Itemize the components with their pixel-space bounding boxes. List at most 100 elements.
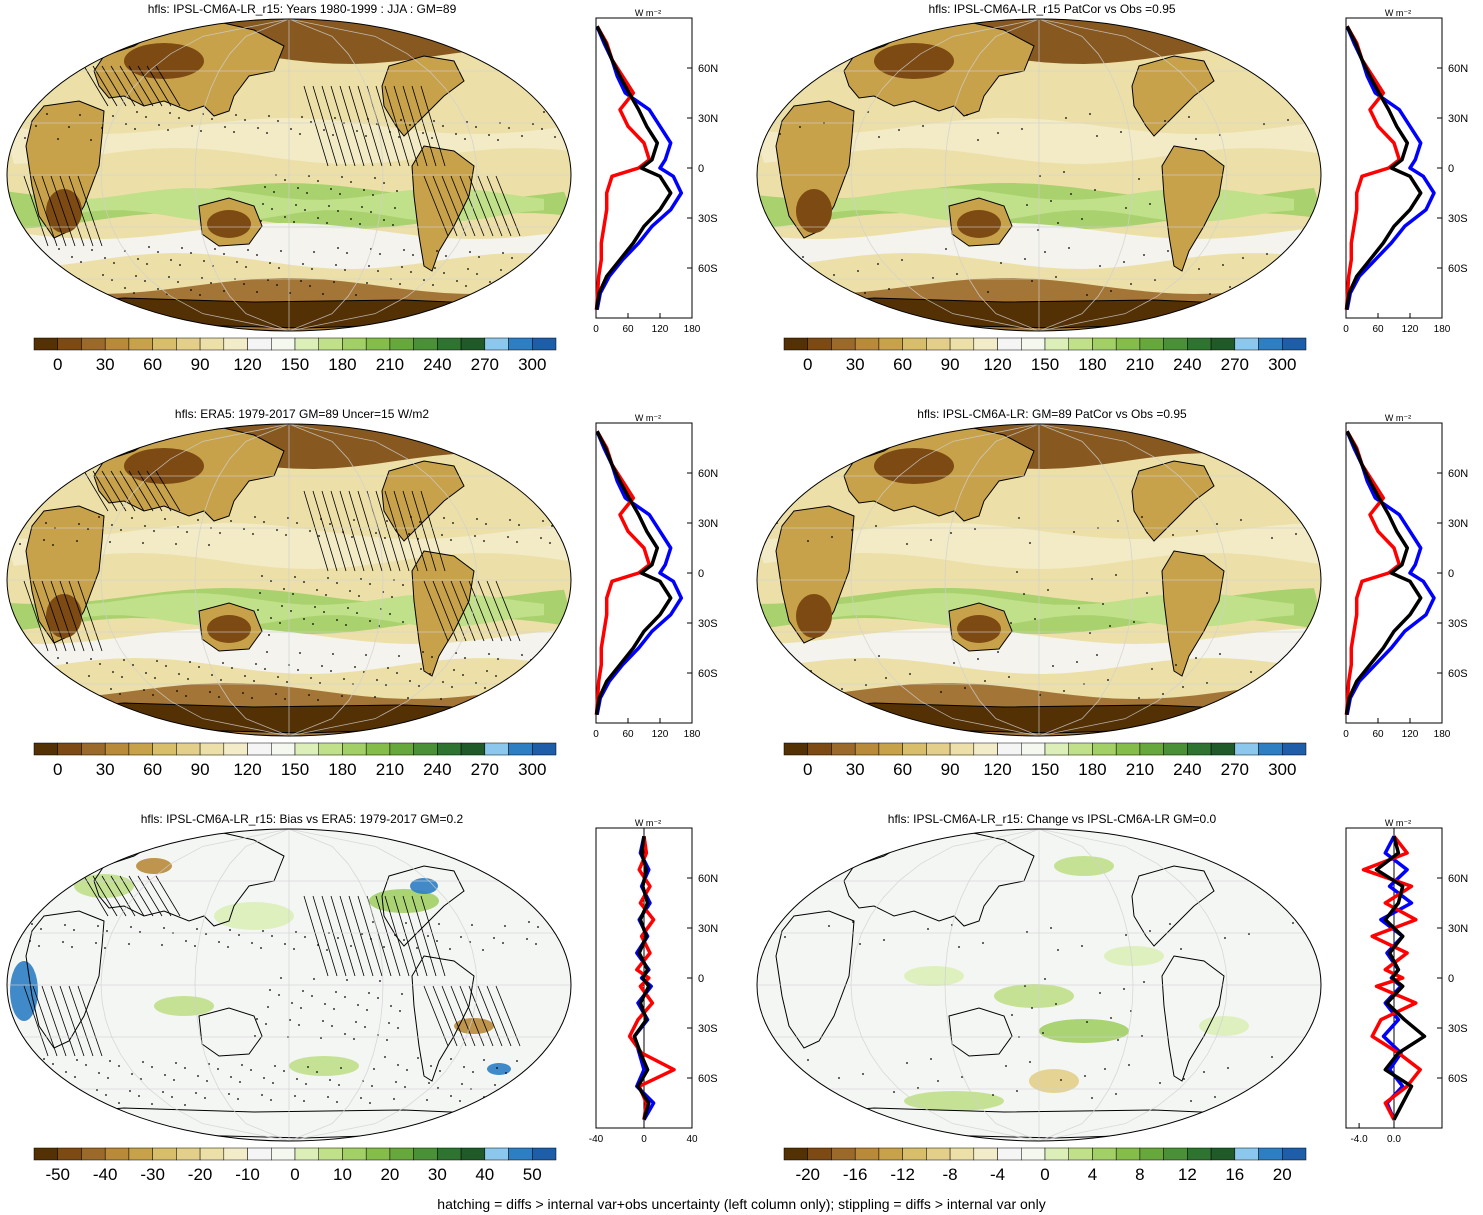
hatch-line — [155, 65, 181, 107]
stipple-dot — [466, 121, 468, 123]
stipple-dot — [311, 995, 313, 997]
colorbar-swatch — [294, 1147, 319, 1161]
colorbar-swatch — [223, 1147, 248, 1161]
stipple-dot — [1190, 1100, 1192, 1102]
desert-region — [124, 43, 204, 79]
lat-tick-label: 60N — [1448, 468, 1468, 480]
stipple-dot — [187, 678, 189, 680]
colorbar-swatch — [997, 742, 1022, 756]
map — [756, 18, 1322, 332]
stipple-dot — [1096, 654, 1098, 656]
stipple-dot — [1037, 229, 1039, 231]
hatch-line — [32, 985, 58, 1057]
lat-tick-label: 30S — [698, 1023, 718, 1035]
stipple-dot — [25, 284, 27, 286]
colorbar-swatch — [902, 1147, 927, 1161]
stipple-dot — [565, 124, 567, 126]
coastline — [93, 831, 285, 927]
land-mass — [1161, 145, 1225, 272]
stipple-dot — [125, 123, 127, 125]
stipple-dot — [498, 286, 500, 288]
colorbar-swatch — [1258, 337, 1283, 351]
stipple-dot — [519, 671, 521, 673]
stipple-dot — [181, 247, 183, 249]
stipple-dot — [85, 1101, 87, 1103]
stipple-dot — [1214, 1096, 1216, 1098]
stipple-dot — [494, 1084, 496, 1086]
stipple-dot — [420, 668, 422, 670]
stipple-dot — [537, 926, 539, 928]
stipple-dot — [451, 686, 453, 688]
stipple-dot — [507, 536, 509, 538]
land-mass — [1161, 550, 1225, 677]
profile-line — [1374, 835, 1427, 1121]
colorbar-swatch — [1163, 742, 1188, 756]
hatch-line — [303, 85, 329, 167]
stipple-dot — [1086, 1021, 1088, 1023]
stipple-dot — [307, 1066, 309, 1068]
stipple-dot — [344, 269, 346, 271]
colorbar-swatch — [1139, 1147, 1164, 1161]
graticule — [7, 424, 571, 736]
colorbar: -20 -16 -12 -8 -4 0 4 8 12 16 20 — [783, 1147, 1307, 1184]
stipple-dot — [164, 518, 166, 520]
colorbar-label: 300 — [1268, 355, 1296, 374]
meridian — [288, 424, 384, 736]
desert-region — [46, 189, 82, 233]
colorbar-swatch — [57, 337, 82, 351]
stipple-dot — [901, 259, 903, 261]
x-tick-label: 180 — [1434, 729, 1451, 740]
stipple-dot — [305, 1083, 307, 1085]
stipple-dot — [329, 1079, 331, 1081]
stipple-dot — [296, 522, 298, 524]
lat-tick-label: 60S — [698, 263, 718, 275]
zonal-mean-profile: W m⁻² 60N 30N 0 30S 60S 0 60 120 180 — [1343, 413, 1468, 740]
stipple-dot — [370, 211, 372, 213]
profile-line — [595, 25, 684, 311]
stipple-dot — [270, 617, 272, 619]
stipple-dot — [222, 662, 224, 664]
stipple-dot — [1295, 533, 1297, 535]
colorbar-swatch — [1187, 1147, 1212, 1161]
map-title: hfls: ERA5: 1979-2017 GM=89 Uncer=15 W/m… — [174, 407, 430, 421]
stipple-dot — [266, 132, 268, 134]
stipple-dot — [300, 280, 302, 282]
stipple-dot — [379, 253, 381, 255]
stipple-dot — [344, 1033, 346, 1035]
hatch-line — [303, 490, 329, 572]
stipple-dot — [469, 251, 471, 253]
colorbar-swatch — [294, 337, 319, 351]
stipple-dot — [142, 542, 144, 544]
stipple-dot — [107, 1077, 109, 1079]
colorbar-label: 240 — [1173, 760, 1201, 779]
stipple-dot — [361, 933, 363, 935]
stipple-dot — [359, 223, 361, 225]
colorbar-swatch — [271, 1147, 296, 1161]
hatch-line — [59, 175, 85, 247]
coastline — [1131, 865, 1215, 947]
x-tick-label: -40 — [589, 1134, 604, 1145]
stipple-dot — [21, 526, 23, 528]
colorbar-swatch — [1068, 337, 1093, 351]
colorbar-label: 210 — [376, 355, 404, 374]
colorbar-label: 180 — [1078, 760, 1106, 779]
colorbar-label: 60 — [143, 760, 162, 779]
meridian — [1038, 424, 1228, 736]
stipple-dot — [509, 519, 511, 521]
stipple-dot — [71, 946, 73, 948]
stipple-dot — [178, 117, 180, 119]
stipple-dot — [346, 979, 348, 981]
colorbar-swatch — [949, 337, 975, 351]
stipple-dot — [1026, 204, 1028, 206]
stipple-dot — [271, 208, 273, 210]
stipple-dot — [527, 1085, 529, 1087]
stipple-dot — [338, 1084, 340, 1086]
lat-tick-label: 30S — [698, 618, 718, 630]
stipple-dot — [384, 1056, 386, 1058]
hatch-line — [128, 470, 154, 512]
lat-tick-label: 30S — [1448, 213, 1468, 225]
stipple-dot — [552, 672, 554, 674]
stipple-dot — [78, 523, 80, 525]
colorbar-label: 40 — [475, 1165, 494, 1184]
stipple-dot — [41, 1075, 43, 1077]
